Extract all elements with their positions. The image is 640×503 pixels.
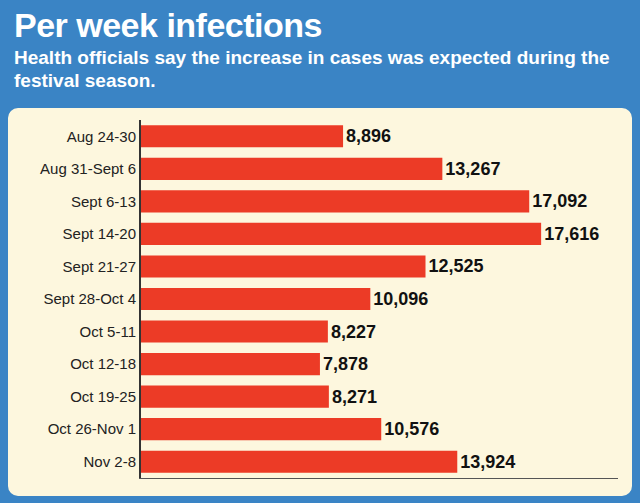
svg-text:10,096: 10,096 <box>373 289 428 309</box>
svg-text:Sept 6-13: Sept 6-13 <box>71 193 136 210</box>
svg-text:Sept 21-27: Sept 21-27 <box>63 258 136 275</box>
html-text:Health officials say the incre: Health officials say the increase in cas… <box>14 47 610 91</box>
svg-text:8,227: 8,227 <box>331 322 376 342</box>
svg-text:Nov 2-8: Nov 2-8 <box>83 453 136 470</box>
svg-text:12,525: 12,525 <box>429 256 484 276</box>
svg-text:Oct 12-18: Oct 12-18 <box>70 355 136 372</box>
svg-text:17,092: 17,092 <box>532 191 587 211</box>
svg-text:Sept 14-20: Sept 14-20 <box>63 225 136 242</box>
html-text:Per week infections: Per week infections <box>14 6 322 44</box>
svg-text:10,576: 10,576 <box>384 419 439 439</box>
svg-text:8,896: 8,896 <box>346 126 391 146</box>
svg-text:13,924: 13,924 <box>460 452 515 472</box>
svg-text:Oct 5-11: Oct 5-11 <box>80 323 136 340</box>
svg-text:Oct 19-25: Oct 19-25 <box>70 388 136 405</box>
svg-text:8,271: 8,271 <box>332 387 377 407</box>
svg-text:7,878: 7,878 <box>323 354 368 374</box>
svg-text:17,616: 17,616 <box>544 224 599 244</box>
svg-text:13,267: 13,267 <box>445 159 500 179</box>
svg-text:Aug 24-30: Aug 24-30 <box>67 128 136 145</box>
svg-text:Sept 28-Oct 4: Sept 28-Oct 4 <box>43 290 136 307</box>
svg-text:Oct 26-Nov 1: Oct 26-Nov 1 <box>48 420 136 437</box>
svg-text:Aug 31-Sept 6: Aug 31-Sept 6 <box>40 160 136 177</box>
